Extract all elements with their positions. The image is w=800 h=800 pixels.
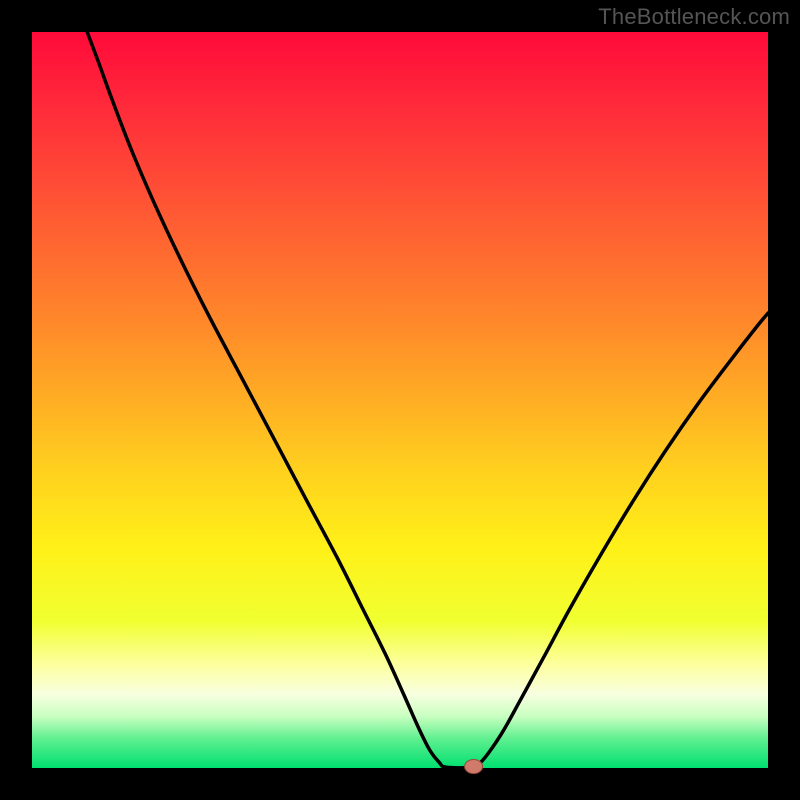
watermark: TheBottleneck.com (598, 4, 790, 30)
optimal-point-marker (465, 760, 483, 774)
plot-background (32, 32, 768, 768)
chart-container: TheBottleneck.com (0, 0, 800, 800)
bottleneck-chart (0, 0, 800, 800)
